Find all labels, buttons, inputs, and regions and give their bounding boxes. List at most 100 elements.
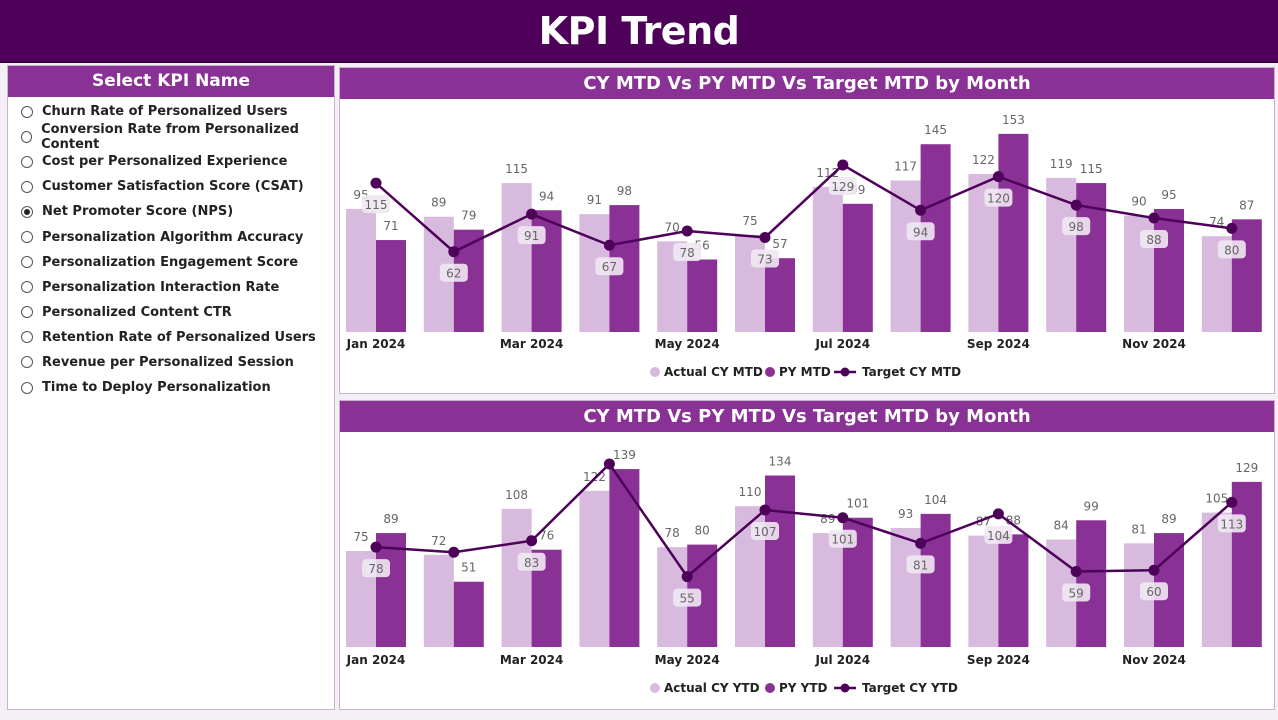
target-label-box	[751, 249, 779, 268]
actual-data-label: 84	[1054, 518, 1069, 532]
option-label: Personalization Interaction Rate	[42, 279, 280, 295]
py-data-label: 89	[1161, 512, 1176, 526]
x-tick-label: Nov 2024	[1122, 337, 1186, 351]
radio-button[interactable]	[21, 256, 33, 269]
chart-panel-mtd: CY MTD Vs PY MTD Vs Target MTD by Month …	[339, 67, 1275, 394]
x-tick-label: Jul 2024	[814, 653, 870, 667]
actual-data-label: 78	[665, 526, 680, 540]
page-title: KPI Trend	[538, 9, 740, 53]
actual-data-label: 89	[820, 512, 835, 526]
target-data-label: 107	[754, 525, 777, 539]
actual-bar	[735, 234, 765, 332]
target-point	[370, 177, 382, 189]
target-data-label: 67	[602, 260, 617, 274]
target-point	[759, 504, 771, 516]
target-data-label: 120	[987, 192, 1010, 206]
radio-button[interactable]	[21, 331, 33, 344]
slicer-option[interactable]: Time to Deploy Personalization	[8, 375, 334, 400]
target-label-box	[1140, 582, 1168, 601]
radio-button[interactable]	[21, 180, 33, 193]
target-data-label: 59	[1069, 586, 1084, 600]
slicer-option[interactable]: Churn Rate of Personalized Users	[8, 99, 334, 124]
target-data-label: 115	[365, 198, 388, 212]
target-point	[1148, 564, 1160, 576]
target-data-label: 73	[757, 252, 772, 266]
target-label-box	[673, 588, 702, 607]
legend-label: Target CY YTD	[862, 681, 958, 695]
option-label: Cost per Personalized Experience	[42, 154, 288, 170]
actual-data-label: 115	[505, 162, 528, 176]
radio-button[interactable]	[21, 231, 33, 244]
actual-data-label: 105	[1205, 492, 1228, 506]
py-bar	[1231, 219, 1262, 332]
radio-button[interactable]	[21, 356, 33, 369]
radio-button[interactable]	[21, 281, 33, 294]
actual-bar	[890, 180, 921, 332]
radio-button[interactable]	[21, 130, 33, 143]
radio-button[interactable]	[21, 105, 33, 118]
option-label: Customer Satisfaction Score (CSAT)	[42, 179, 304, 195]
target-label-box	[828, 176, 857, 195]
actual-data-label: 122	[972, 153, 995, 167]
slicer-option[interactable]: Retention Rate of Personalized Users	[8, 325, 334, 350]
actual-bar	[890, 527, 921, 647]
py-bar	[920, 513, 951, 647]
x-tick-label: May 2024	[655, 653, 720, 667]
x-tick-label: Jul 2024	[814, 337, 870, 351]
x-tick-label: Mar 2024	[500, 653, 564, 667]
slicer-option[interactable]: Cost per Personalized Experience	[8, 149, 334, 174]
slicer-option[interactable]: Revenue per Personalized Session	[8, 350, 334, 375]
actual-data-label: 72	[431, 534, 446, 548]
py-data-label: 71	[383, 219, 398, 233]
radio-button[interactable]	[21, 205, 33, 218]
py-bar	[765, 475, 795, 647]
option-label: Personalized Content CTR	[42, 304, 232, 320]
target-line	[375, 163, 1232, 254]
target-point	[370, 541, 382, 553]
py-data-label: 79	[461, 209, 476, 223]
slicer-option[interactable]: Conversion Rate from Personalized Conten…	[8, 122, 334, 152]
target-data-label: 113	[1220, 517, 1243, 531]
py-data-label: 95	[1161, 188, 1176, 202]
py-data-label: 134	[769, 454, 792, 468]
slicer-option[interactable]: Personalization Algorithm Accuracy	[8, 224, 334, 249]
radio-button[interactable]	[21, 381, 33, 394]
slicer-option[interactable]: Net Promoter Score (NPS)	[8, 199, 334, 224]
legend-marker	[650, 683, 660, 693]
target-data-label: 80	[1224, 243, 1239, 257]
radio-button[interactable]	[21, 155, 33, 168]
py-data-label: 88	[1006, 513, 1021, 527]
target-data-label: 129	[831, 180, 854, 194]
target-line	[375, 462, 1233, 579]
slicer-option[interactable]: Personalization Interaction Rate	[8, 275, 334, 300]
actual-data-label: 91	[587, 193, 602, 207]
actual-data-label: 70	[665, 220, 680, 234]
radio-button[interactable]	[21, 306, 33, 319]
slicer-option[interactable]: Personalized Content CTR	[8, 300, 334, 325]
py-bar	[1231, 481, 1262, 647]
target-label-box	[439, 263, 468, 282]
target-point	[1070, 199, 1082, 211]
actual-data-label: 108	[505, 488, 528, 502]
py-data-label: 139	[613, 448, 636, 462]
py-data-label: 104	[924, 493, 947, 507]
actual-bar	[812, 533, 843, 647]
target-point	[992, 508, 1004, 520]
x-tick-label: Nov 2024	[1122, 653, 1186, 667]
py-data-label: 145	[924, 123, 947, 137]
actual-bar	[501, 183, 532, 332]
target-label-box	[673, 242, 702, 261]
target-point	[448, 546, 460, 558]
slicer-option[interactable]: Personalization Engagement Score	[8, 250, 334, 275]
slicer-option[interactable]: Customer Satisfaction Score (CSAT)	[8, 174, 334, 199]
legend-label: Target CY MTD	[862, 365, 961, 379]
legend-label: Actual CY MTD	[664, 365, 763, 379]
chart-panel-ytd: CY MTD Vs PY MTD Vs Target MTD by Month …	[339, 400, 1275, 710]
py-data-label: 57	[772, 237, 787, 251]
option-label: Personalization Algorithm Accuracy	[42, 229, 304, 245]
target-label-box	[1217, 514, 1246, 533]
actual-data-label: 117	[894, 159, 917, 173]
x-tick-label: Sep 2024	[967, 337, 1030, 351]
target-point	[603, 458, 615, 470]
